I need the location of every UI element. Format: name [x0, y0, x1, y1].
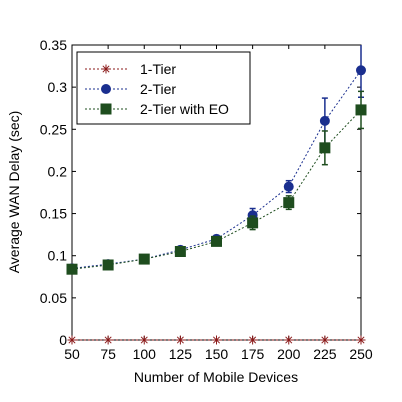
- data-point-asterisk: [284, 335, 294, 345]
- y-tick-label: 0.3: [48, 79, 68, 95]
- y-tick-label: 0.05: [40, 290, 67, 306]
- data-point-asterisk: [356, 335, 366, 345]
- asterisk-stroke: [212, 336, 221, 344]
- asterisk-stroke: [176, 336, 184, 344]
- data-point-asterisk: [67, 335, 77, 345]
- x-tick-label: 225: [313, 346, 337, 362]
- data-point-circle: [319, 115, 330, 126]
- data-point-asterisk: [248, 335, 258, 345]
- asterisk-stroke: [140, 336, 148, 344]
- y-tick-label: 0.25: [40, 121, 67, 137]
- legend-item-2: 2-Tier: [85, 81, 176, 97]
- asterisk-stroke: [357, 336, 365, 344]
- data-point-square: [138, 253, 150, 265]
- legend-item-3: 2-Tier with EO: [85, 101, 229, 117]
- y-tick-label: 0: [59, 332, 67, 348]
- data-point-asterisk: [320, 335, 330, 345]
- data-point-square: [247, 217, 259, 229]
- data-point-asterisk: [101, 64, 111, 74]
- asterisk-stroke: [68, 336, 76, 344]
- data-point-asterisk: [139, 335, 149, 345]
- y-tick-label: 0.35: [40, 37, 67, 53]
- x-tick-label: 75: [100, 346, 116, 362]
- x-tick-label: 150: [205, 346, 229, 362]
- x-axis-ticks: 50 75 100 125 150 175 200 225 250: [64, 45, 373, 362]
- data-point-circle: [283, 181, 294, 192]
- data-point-square: [283, 197, 295, 209]
- y-tick-label: 0.1: [48, 248, 68, 264]
- asterisk-stroke: [321, 336, 329, 344]
- asterisk-stroke: [104, 336, 112, 344]
- data-point-square: [319, 142, 331, 154]
- y-axis-label: Average WAN Delay (sec): [6, 111, 22, 274]
- legend-item-1: 1-Tier: [85, 61, 176, 77]
- x-tick-label: 125: [169, 346, 193, 362]
- y-axis-ticks: 0 0.05 0.1 0.15 0.2 0.25 0.3 0.35: [40, 37, 361, 348]
- series-1: [67, 335, 366, 345]
- data-point-square: [174, 246, 186, 257]
- data-point-square: [66, 263, 78, 275]
- data-point-circle: [101, 84, 111, 94]
- asterisk-stroke: [102, 65, 110, 73]
- asterisk-stroke: [249, 336, 257, 344]
- data-point-circle: [356, 65, 366, 76]
- legend-label: 1-Tier: [140, 61, 176, 77]
- legend: 1-Tier 2-Tier 2-Tier with EO: [76, 51, 251, 125]
- data-point-square: [100, 103, 112, 115]
- x-tick-label: 250: [349, 346, 373, 362]
- x-tick-label: 100: [133, 346, 157, 362]
- x-tick-label: 50: [64, 346, 80, 362]
- series-line: [71, 70, 362, 269]
- data-point-asterisk: [103, 335, 113, 345]
- legend-label: 2-Tier with EO: [140, 101, 229, 117]
- x-tick-label: 175: [241, 346, 265, 362]
- data-point-asterisk: [175, 335, 185, 345]
- series-line: [71, 109, 362, 270]
- data-point-asterisk: [212, 335, 221, 345]
- x-tick-label: 200: [277, 346, 301, 362]
- data-point-square: [211, 235, 222, 247]
- y-tick-label: 0.15: [40, 206, 67, 222]
- data-point-square: [355, 104, 367, 116]
- asterisk-stroke: [285, 336, 293, 344]
- series-3: [66, 90, 367, 275]
- y-tick-label: 0.2: [48, 163, 68, 179]
- legend-label: 2-Tier: [140, 81, 176, 97]
- x-axis-label: Number of Mobile Devices: [134, 369, 298, 385]
- series-layer: [66, 45, 367, 345]
- data-point-square: [102, 259, 114, 271]
